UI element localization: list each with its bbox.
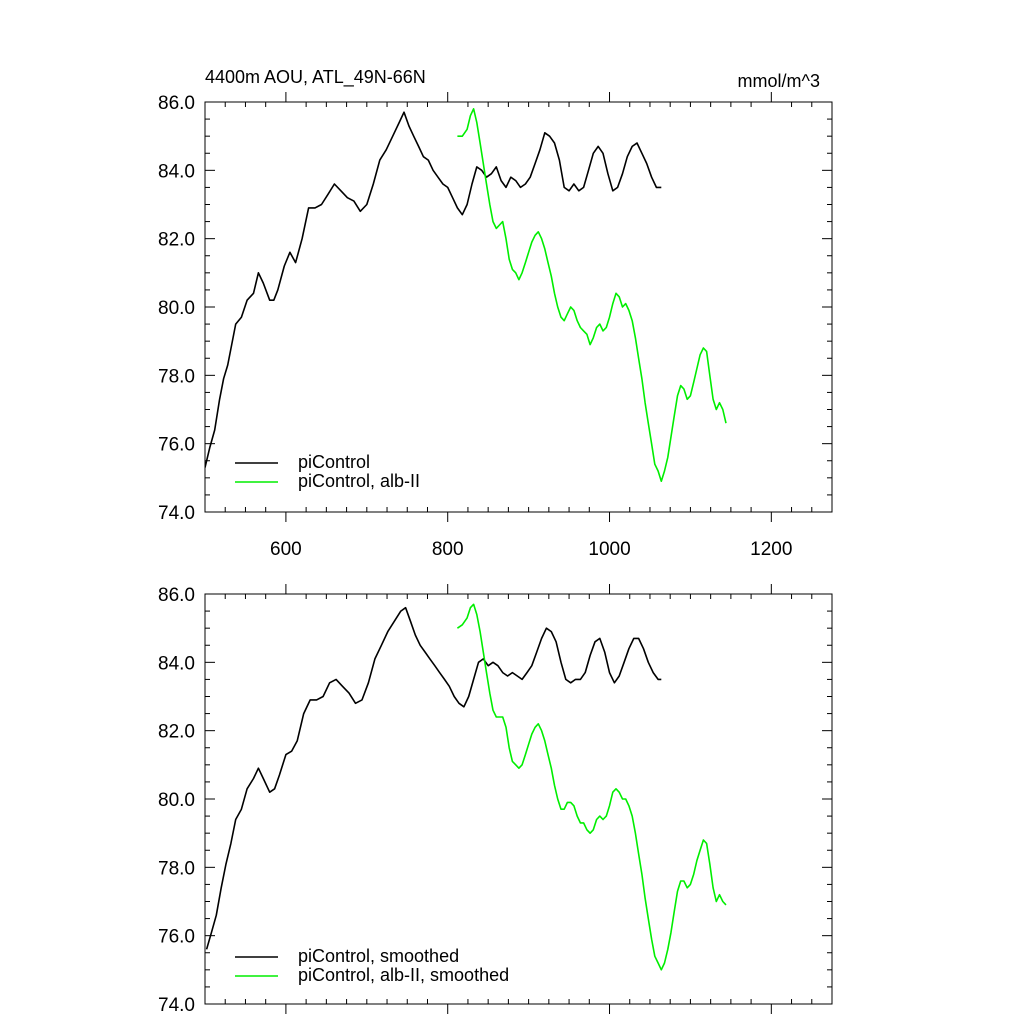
plot-frame [204, 101, 833, 513]
top-panel: 74.0 76.0 78.0 80.0 82.0 84.0 86.0 600 800 1000 12… [158, 92, 833, 560]
series-line-0 [205, 111, 662, 468]
y-tick-label: 78.0 [158, 366, 195, 387]
y-tick-label: 74.0 [158, 503, 195, 524]
series-line-0 [205, 606, 662, 950]
y-tick-label: 74.0 [158, 995, 195, 1016]
x-tick-label: 1200 [750, 539, 792, 560]
y-tick-label: 82.0 [158, 722, 195, 743]
x-tick-label: 800 [432, 539, 464, 560]
y-tick-label: 80.0 [158, 298, 195, 319]
y-tick-label: 86.0 [158, 585, 195, 606]
y-tick-label: 82.0 [158, 230, 195, 251]
y-tick-label: 86.0 [158, 93, 195, 114]
x-tick-label: 600 [270, 539, 302, 560]
legend-label-0: piControl [298, 452, 370, 472]
series-line-1 [457, 108, 727, 482]
y-tick-label: 80.0 [158, 790, 195, 811]
y-tick-label: 78.0 [158, 858, 195, 879]
legend-label-1: piControl, alb-II, smoothed [298, 965, 509, 985]
y-tick-label: 84.0 [158, 653, 195, 674]
y-tick-label: 84.0 [158, 161, 195, 182]
y-tick-label: 76.0 [158, 435, 195, 456]
y-tick-label: 76.0 [158, 927, 195, 948]
bottom-panel: 74.0 76.0 78.0 80.0 82.0 84.0 86.0 piControl, s… [158, 584, 833, 1016]
series-line-1 [456, 603, 727, 971]
plot-frame [204, 593, 833, 1005]
units-label: mmol/m^3 [738, 71, 820, 91]
legend-label-0: piControl, smoothed [298, 946, 459, 966]
chart-title: 4400m AOU, ATL_49N-66N [205, 67, 426, 88]
x-tick-label: 1000 [588, 539, 630, 560]
legend-label-1: piControl, alb-II [298, 471, 420, 491]
